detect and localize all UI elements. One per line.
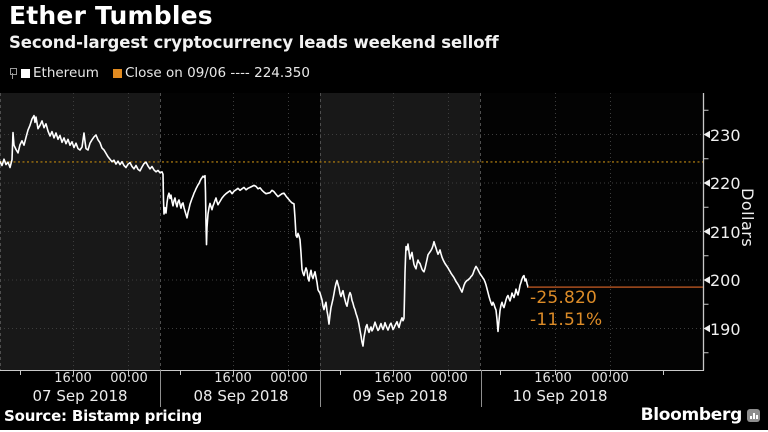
axes [0, 93, 705, 371]
day-boundary-lines [0, 93, 481, 370]
legend-item-close: Close on 09/06 ---- 224.350 [112, 65, 310, 81]
ethereum-swatch-icon [21, 68, 30, 78]
bottom-accent-bar [0, 430, 768, 432]
x-time-label: 16:00 [214, 371, 252, 386]
date-separator [481, 370, 482, 407]
page-subtitle: Second-largest cryptocurrency leads week… [9, 33, 499, 52]
x-time-label: 00:00 [430, 371, 468, 386]
y-major-tick [703, 324, 710, 333]
y-tick-label: 230 [710, 125, 741, 145]
x-time-label: 16:00 [374, 371, 412, 386]
legend-label-close: Close on 09/06 ---- 224.350 [124, 65, 310, 81]
x-time-label: 16:00 [54, 371, 92, 386]
legend-label-ethereum: Ethereum [33, 65, 99, 81]
x-time-label: 00:00 [270, 371, 308, 386]
x-date-label: 10 Sep 2018 [512, 387, 608, 405]
date-separator [160, 370, 161, 407]
x-date-label: 09 Sep 2018 [352, 387, 448, 405]
brand-name: Bloomberg [640, 405, 743, 425]
y-major-tick [703, 179, 710, 187]
x-axis-ticks [20, 370, 664, 375]
date-separator [320, 370, 321, 407]
bar-chart-icon [747, 408, 760, 422]
y-tick-label: 200 [710, 271, 741, 290]
x-time-label: 00:00 [110, 371, 148, 386]
chart-legend: Ethereum Close on 09/06 ---- 224.350 [9, 65, 324, 81]
legend-key-icon [9, 67, 17, 79]
y-tick-label: 210 [710, 222, 741, 242]
y-tick-label: 190 [710, 319, 741, 339]
y-major-tick [703, 276, 710, 284]
legend-item-ethereum: Ethereum [21, 65, 99, 81]
page-title: Ether Tumbles [9, 1, 213, 30]
y-axis-title: Dollars [738, 188, 757, 248]
x-date-label: 08 Sep 2018 [193, 387, 289, 405]
y-major-tick [703, 227, 710, 236]
y-tick-label: 220 [710, 174, 741, 193]
source-credit: Source: Bistamp pricing [4, 407, 202, 425]
y-major-tick [703, 130, 710, 139]
x-time-label: 16:00 [534, 371, 572, 386]
y-axis-ticks [703, 109, 710, 354]
x-date-label: 07 Sep 2018 [32, 387, 128, 405]
change-percent-annotation: -11.51% [530, 310, 603, 330]
close-swatch-icon [112, 68, 122, 78]
x-time-label: 00:00 [591, 371, 629, 386]
brand-logo: Bloomberg [641, 405, 760, 425]
price-chart [0, 93, 710, 375]
change-absolute-annotation: -25.820 [530, 288, 598, 308]
ethereum-price-line [0, 114, 529, 347]
